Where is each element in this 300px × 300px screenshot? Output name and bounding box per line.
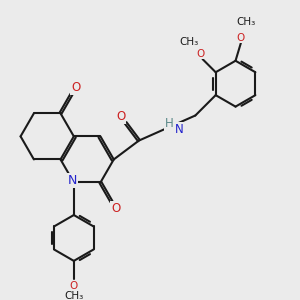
Text: O: O bbox=[116, 110, 125, 123]
Text: O: O bbox=[71, 81, 80, 94]
Text: H: H bbox=[165, 117, 174, 130]
Text: O: O bbox=[196, 49, 205, 58]
Text: N: N bbox=[67, 174, 77, 187]
Text: CH₃: CH₃ bbox=[64, 291, 83, 300]
Text: N: N bbox=[175, 123, 184, 136]
Text: O: O bbox=[70, 281, 78, 291]
Text: O: O bbox=[111, 202, 120, 215]
Text: O: O bbox=[237, 32, 245, 43]
Text: CH₃: CH₃ bbox=[236, 16, 255, 27]
Text: CH₃: CH₃ bbox=[179, 37, 199, 47]
